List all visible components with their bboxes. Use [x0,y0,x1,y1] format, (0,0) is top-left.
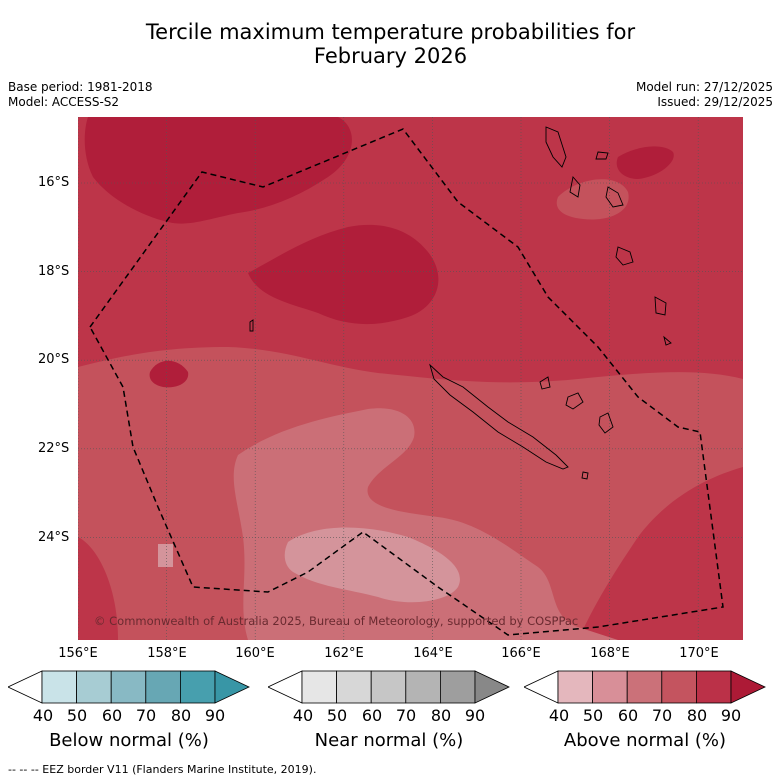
base-period: Base period: 1981-2018 [8,80,153,94]
colorbar-segment [661,670,697,704]
tick-label: 60 [617,706,639,725]
lon-label-160e: 160°E [235,646,275,661]
new-caledonia-landmass [429,363,569,470]
tick-label: 50 [326,706,348,725]
colorbar-segment [41,670,77,704]
region-50-percent-small [158,544,173,567]
colorbar-segment [76,670,112,704]
colorbar-segment [110,670,147,704]
tick-label: 90 [720,706,742,725]
solomon-islet [249,319,254,332]
region-80-percent-lower-left [78,537,118,640]
meta-right: Model run: 27/12/2025 Issued: 29/12/2025 [636,80,773,110]
colorbar-segment [336,670,372,704]
footnote: -- -- -- EEZ border V11 (Flanders Marine… [8,763,317,776]
model-name: Model: ACCESS-S2 [8,95,120,109]
tick-label: 80 [430,706,452,725]
tick-label: 50 [582,706,604,725]
vanuatu-islands [545,126,672,346]
region-70-percent [78,347,743,640]
region-70-percent-northeast [556,179,629,220]
eez-border [89,128,724,636]
colorbar-near-normal [268,670,510,704]
region-50-percent [284,527,460,603]
region-90-percent-central [248,224,439,325]
tick-label: 50 [66,706,88,725]
region-90-percent-small [149,360,189,388]
colorbar-extend-high [214,670,250,704]
lon-label-158e: 158°E [147,646,187,661]
colorbar-segment [557,670,593,704]
map-gridlines [78,117,743,640]
colorbar-above-normal [524,670,766,704]
lon-label-162e: 162°E [324,646,364,661]
title-line-1: Tercile maximum temperature probabilitie… [145,20,636,44]
map-svg: © Commonwealth of Australia 2025, Bureau… [78,117,743,640]
lon-label-156e: 156°E [58,646,98,661]
colorbar-extend-low [524,670,559,704]
small-islet [581,471,589,480]
lon-label-166e: 166°E [501,646,541,661]
colorbar-below-label: Below normal (%) [49,730,209,751]
colorbar-extend-high [730,670,766,704]
colorbar-extend-low [8,670,43,704]
lat-label-16s: 16°S [38,175,70,190]
colorbar-extend-low [268,670,303,704]
title-line-2: February 2026 [313,44,468,68]
colorbar-near-label: Near normal (%) [314,730,464,751]
tick-label: 90 [464,706,486,725]
colorbar-segment [405,670,441,704]
lon-label-170e: 170°E [679,646,719,661]
lat-label-22s: 22°S [38,441,70,456]
colorbar-segment [370,670,407,704]
colorbar-segment [179,670,216,704]
tick-label: 70 [135,706,157,725]
chart-title: Tercile maximum temperature probabilitie… [0,20,781,68]
colorbar-segment [695,670,732,704]
issued-date: Issued: 29/12/2025 [657,95,773,109]
lat-label-24s: 24°S [38,530,70,545]
lat-label-20s: 20°S [38,352,70,367]
colorbar-segment [439,670,476,704]
tick-label: 80 [170,706,192,725]
tick-label: 40 [292,706,314,725]
colorbar-segment [626,670,663,704]
tick-label: 40 [32,706,54,725]
model-run: Model run: 27/12/2025 [635,80,773,94]
tick-label: 70 [651,706,673,725]
colorbar-segment [145,670,181,704]
tick-label: 80 [686,706,708,725]
colorbar-extend-high [474,670,510,704]
lat-label-18s: 18°S [38,264,70,279]
map-panel: © Commonwealth of Australia 2025, Bureau… [78,117,743,640]
colorbar-below-normal [8,670,250,704]
colorbar-segment [592,670,628,704]
colorbar-above-label: Above normal (%) [563,730,727,751]
tick-label: 40 [548,706,570,725]
tick-label: 70 [395,706,417,725]
meta-left: Base period: 1981-2018 Model: ACCESS-S2 [8,80,153,110]
lon-label-164e: 164°E [413,646,453,661]
tick-label: 90 [204,706,226,725]
copyright-text: © Commonwealth of Australia 2025, Bureau… [94,614,578,628]
region-90-percent-north [84,117,352,224]
region-90-percent-northeast [616,146,674,179]
tick-label: 60 [101,706,123,725]
loyalty-islands [539,376,614,434]
tick-label: 60 [361,706,383,725]
lon-label-168e: 168°E [590,646,630,661]
colorbar-segment [301,670,337,704]
